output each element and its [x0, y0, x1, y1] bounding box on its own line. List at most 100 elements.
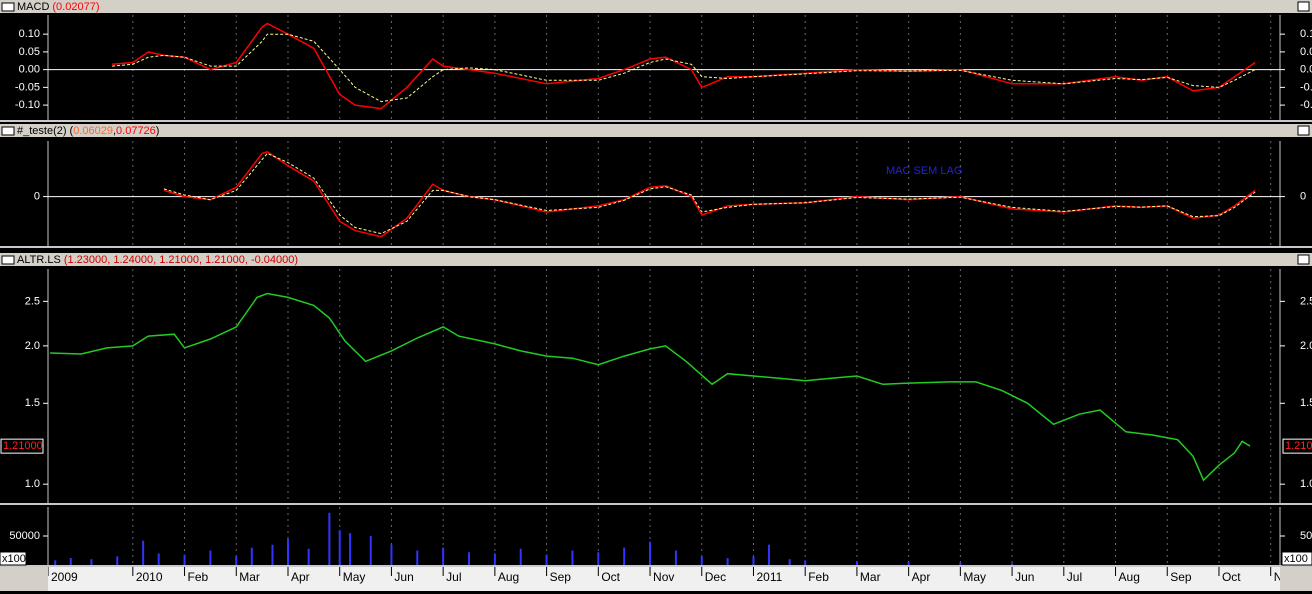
volume-bar: [649, 541, 652, 565]
last-price-box: [1282, 438, 1312, 454]
close-button[interactable]: [1297, 254, 1310, 265]
pane-header: [0, 124, 1312, 137]
x-tick-label: Jul: [446, 570, 461, 584]
volume-bar: [235, 556, 238, 565]
volume-bar: [307, 548, 310, 565]
y-tick-label-right: -0.10: [1300, 99, 1312, 111]
x-tick-label: Apr: [291, 570, 310, 584]
series-line: [112, 33, 1256, 103]
y-tick-label-right: 2.5: [1300, 295, 1312, 307]
volume-bar: [271, 544, 274, 565]
readout: 0.06029: [73, 125, 113, 137]
y-tick-label-right: 0: [1300, 190, 1306, 202]
x-tick-label: Oct: [601, 570, 620, 584]
y-tick-label-right: 0.05: [1300, 46, 1312, 58]
last-price-box: [0, 438, 44, 454]
y-tick-label-right: -0.05: [1300, 81, 1312, 93]
volume-bar: [90, 559, 93, 565]
volume-bar: [328, 512, 331, 565]
x-tick-label: Nov: [1274, 570, 1295, 584]
x-tick-label: Jun: [394, 570, 413, 584]
time-axis: [0, 567, 1312, 591]
volume-bar: [209, 550, 212, 565]
y-tick-label-right: 1.5: [1300, 397, 1312, 409]
x-tick-label: Jul: [1067, 570, 1082, 584]
x-tick-label: May: [343, 570, 366, 584]
x-tick-label: 2011: [756, 570, 782, 584]
annotation: MAC SEM LAG: [886, 165, 962, 177]
pane-header: [0, 0, 1312, 13]
volume-bar: [804, 560, 807, 565]
readout: ): [156, 125, 160, 137]
pane-title: MACD: [17, 1, 49, 13]
volume-bar: [674, 550, 677, 565]
y-tick-label-right: 0.10: [1300, 28, 1312, 40]
close-button[interactable]: [1297, 1, 1310, 12]
last-price-label: 1.21000: [3, 440, 43, 452]
pane-header: [0, 253, 1312, 266]
x-tick-label: Sep: [550, 570, 572, 584]
volume-bar: [752, 556, 755, 565]
x-tick-label: Aug: [1119, 570, 1140, 584]
x-tick-label: Jun: [1015, 570, 1034, 584]
volume-bar: [855, 561, 858, 565]
time-axis-gutter: [1280, 567, 1312, 591]
y-tick-label: 0.10: [19, 28, 40, 40]
pane-icon: [1, 255, 15, 265]
volume-bar: [69, 558, 72, 565]
volume-bar: [442, 547, 445, 565]
x-tick-label: Nov: [653, 570, 674, 584]
pane-icon: [1, 2, 15, 12]
y-tick-label: 0.00: [19, 64, 40, 76]
time-axis-labels: 2009 2010 Feb Mar Apr May Jun Jul Aug Sep Oct Nov De…: [48, 567, 1295, 584]
readout: (: [70, 125, 74, 137]
volume-bar: [116, 556, 119, 565]
volume-bar: [286, 538, 289, 565]
y-tick-label: 50000: [9, 530, 40, 542]
volume-bar: [54, 560, 57, 565]
volume-bar: [416, 550, 419, 565]
readout: ,: [113, 125, 116, 137]
unit-box: [1281, 551, 1312, 566]
y-tick-label: -0.05: [15, 81, 40, 93]
unit-label: x100: [1284, 553, 1308, 565]
volume-bar: [493, 553, 496, 565]
volume-bar: [907, 562, 910, 565]
volume-bar: [369, 536, 372, 565]
volume-bar: [700, 556, 703, 565]
x-tick-label: Mar: [860, 570, 881, 584]
x-tick-label: Apr: [912, 570, 931, 584]
y-tick-label-right: 1.0: [1300, 478, 1312, 490]
unit-box: [0, 551, 27, 566]
y-tick-label: 2.5: [25, 295, 40, 307]
x-tick-label: 2010: [136, 570, 163, 584]
y-tick-label: 1.0: [25, 478, 40, 490]
volume-bar: [519, 548, 522, 565]
pane-icon: [1, 126, 15, 136]
y-tick-label: 0: [34, 190, 40, 202]
unit-label: x100: [2, 553, 26, 565]
volume-bar: [545, 554, 548, 565]
readout: 0.07726: [116, 125, 156, 137]
series-line: [50, 292, 1251, 482]
series-line: [163, 152, 1256, 235]
readout: (1.23000, 1.24000, 1.21000, 1.21000, -0.…: [64, 254, 298, 266]
last-price-label: 1.21000: [1285, 440, 1312, 452]
volume-bar: [468, 552, 471, 565]
volume-bar: [571, 550, 574, 565]
x-tick-label: 2009: [51, 570, 78, 584]
x-tick-label: Feb: [188, 570, 209, 584]
x-tick-label: Feb: [808, 570, 829, 584]
x-tick-label: Sep: [1170, 570, 1192, 584]
x-tick-label: Oct: [1222, 570, 1241, 584]
volume-bar: [959, 562, 962, 565]
volume-bar: [767, 544, 770, 565]
readout: (0.02077): [52, 1, 99, 13]
pane-title: #_teste(2): [17, 125, 67, 137]
series-line: [163, 150, 1256, 238]
close-button[interactable]: [1297, 125, 1310, 136]
x-tick-label: May: [963, 570, 986, 584]
y-tick-label-right: 50000: [1300, 530, 1312, 542]
